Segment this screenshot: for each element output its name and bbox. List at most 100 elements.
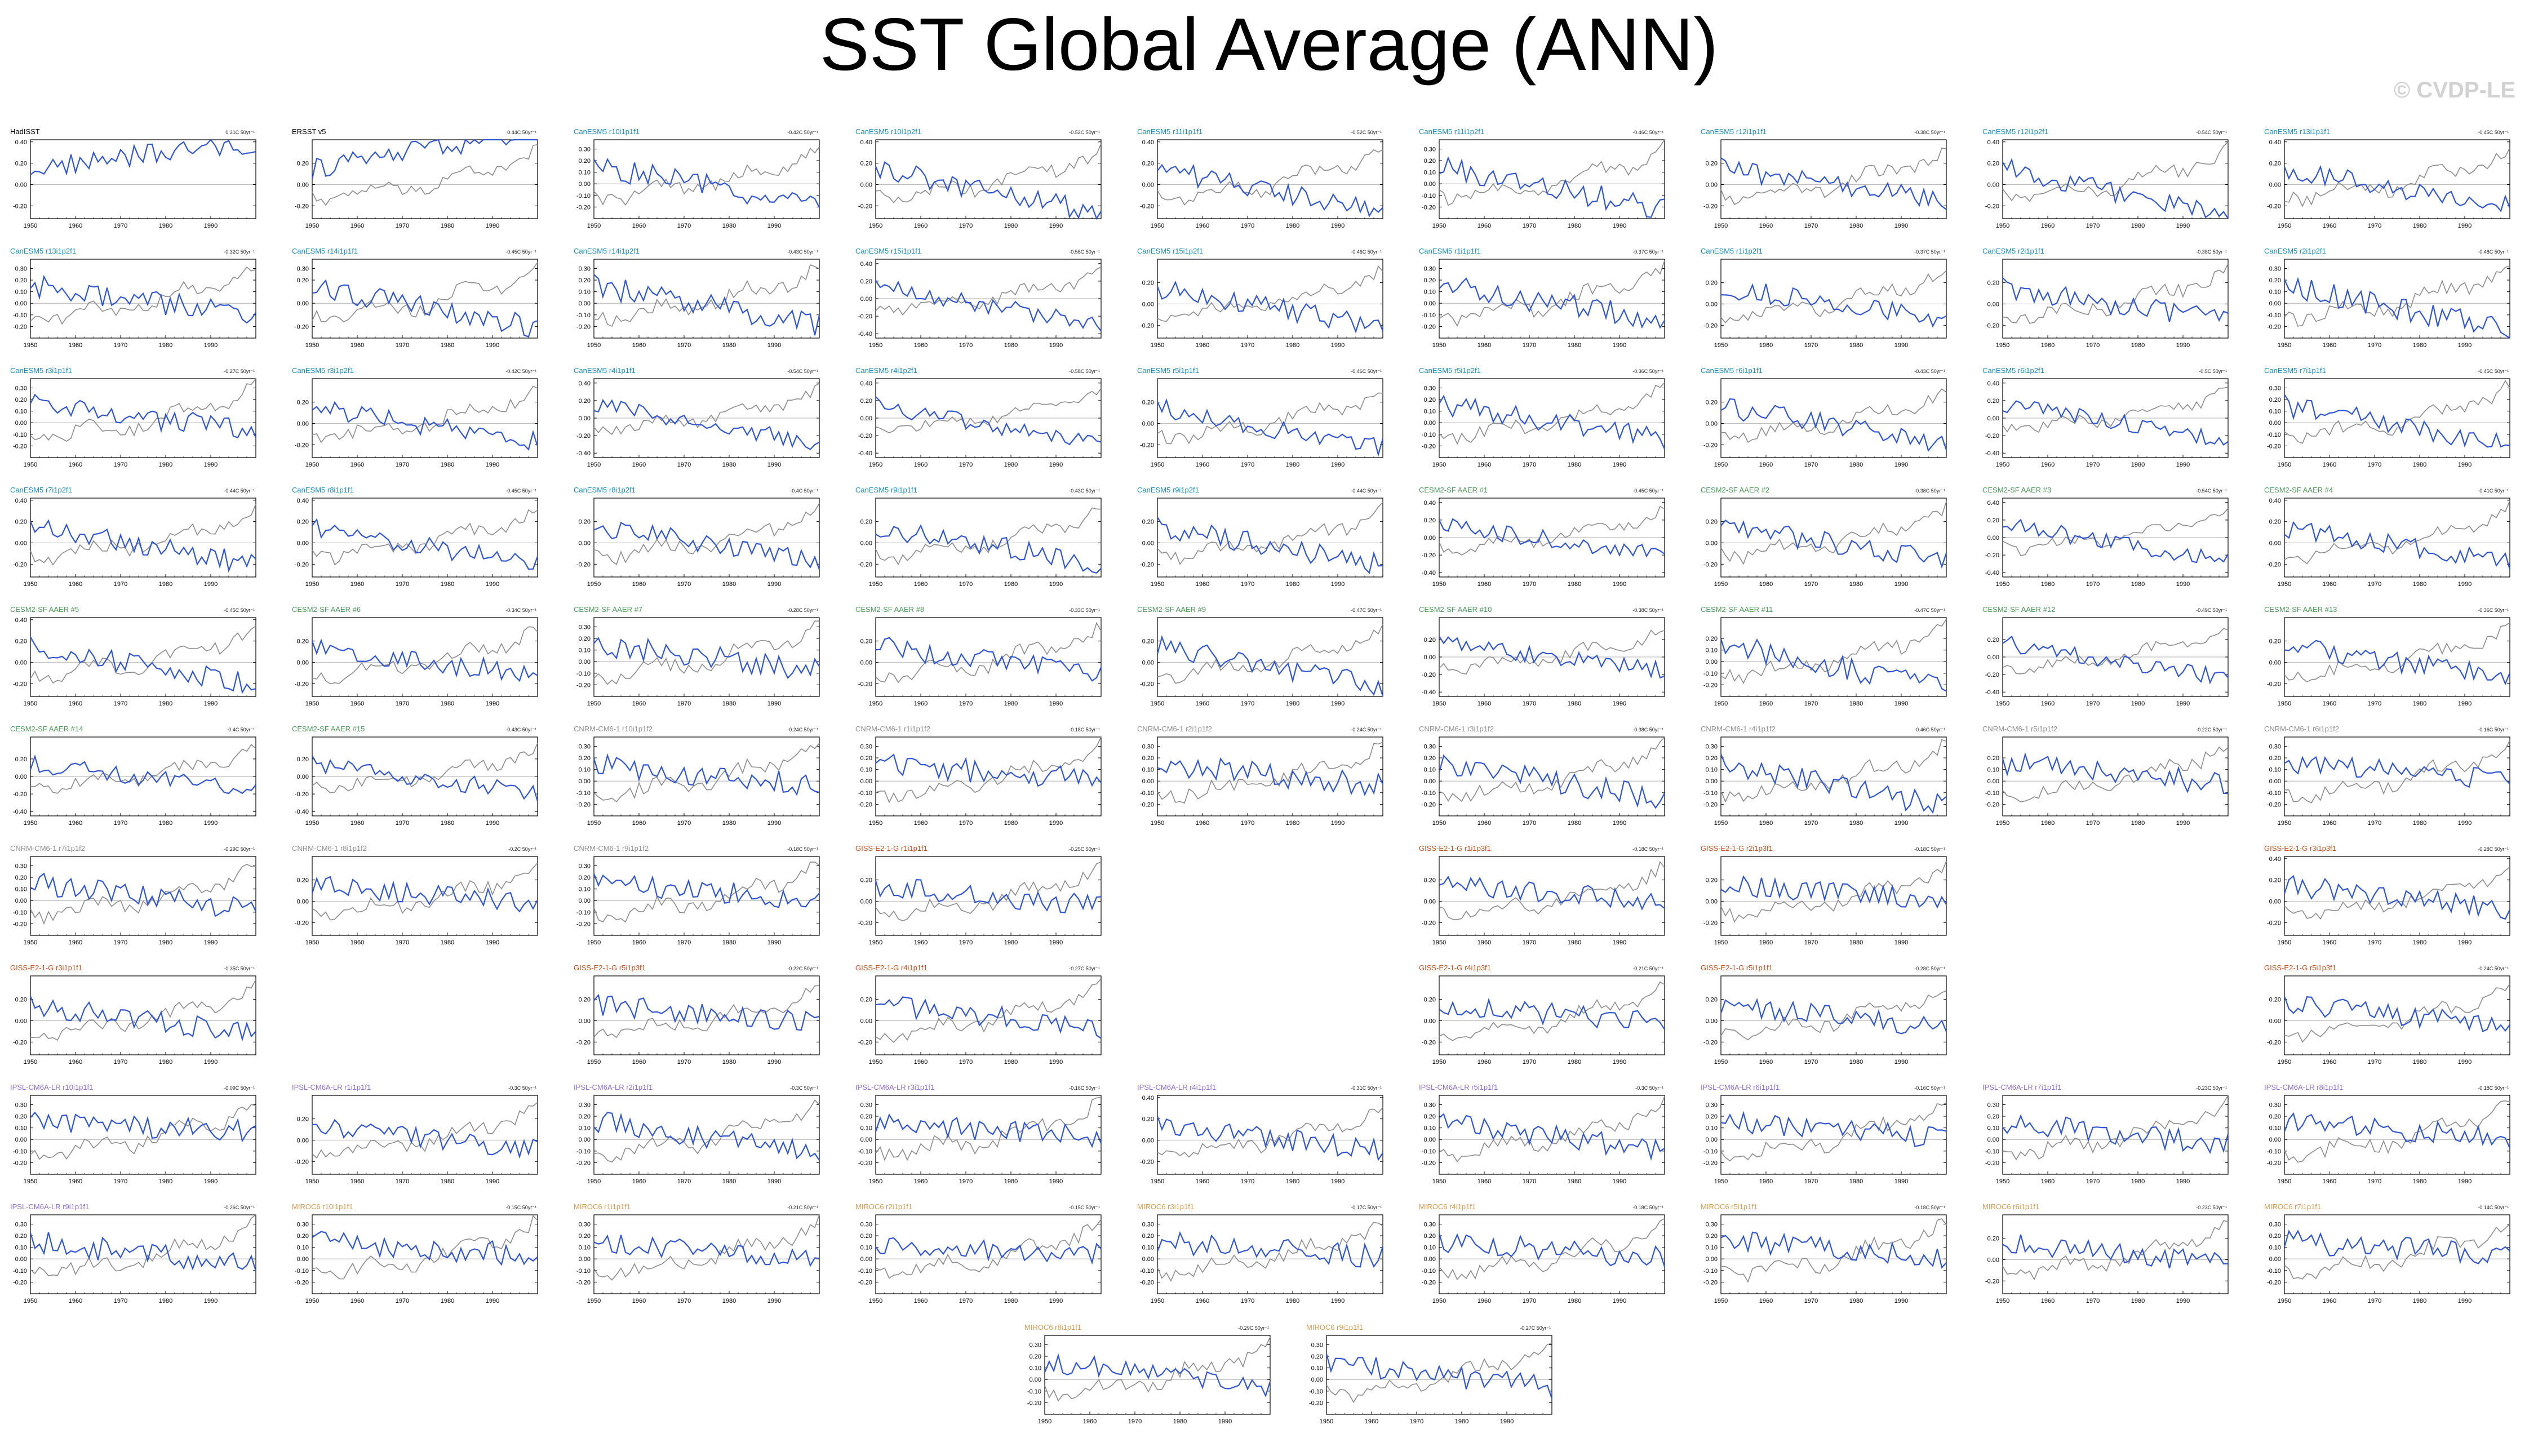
x-tick-label: 1950 <box>305 581 319 588</box>
y-tick-label: 0.20 <box>2269 519 2281 526</box>
y-tick-label: 0.20 <box>297 756 309 763</box>
trend-label: -0.46C 50yr⁻¹ <box>1351 369 1382 374</box>
y-tick-label: 0.00 <box>1142 420 1154 427</box>
x-tick-label: 1960 <box>350 223 364 229</box>
plot-frame <box>1157 1214 1383 1294</box>
x-tick-label: 1970 <box>396 461 409 468</box>
x-tick-label: 1970 <box>677 1059 691 1066</box>
x-tick-label: 1970 <box>1804 342 1818 349</box>
y-tick-label: 0.20 <box>1424 277 1436 284</box>
trend-label: -0.15C 50yr⁻¹ <box>1069 1205 1100 1210</box>
model-series-line <box>311 139 538 180</box>
x-tick-label: 1970 <box>1241 700 1254 707</box>
plot-frame <box>875 1214 1102 1294</box>
x-tick-label: 1960 <box>1759 1059 1773 1066</box>
plot-frame <box>1439 259 1665 339</box>
x-tick-label: 1980 <box>2413 1059 2426 1066</box>
y-tick-label: -0.20 <box>1703 801 1718 808</box>
y-tick-label: -0.20 <box>13 921 27 927</box>
x-tick-label: 1970 <box>1523 1178 1536 1185</box>
plot-frame <box>1157 378 1383 458</box>
y-tick-label: 0.10 <box>2269 409 2281 415</box>
y-tick-label: -0.10 <box>1422 193 1436 199</box>
panel-label: CNRM-CM6-1 r6i1p1f2 <box>2264 725 2339 733</box>
y-tick-label: 0.20 <box>860 877 872 884</box>
y-tick-label: 0.40 <box>860 261 872 268</box>
x-tick-label: 1970 <box>677 223 691 229</box>
x-tick-label: 1950 <box>1038 1418 1051 1425</box>
y-tick-label: 0.30 <box>579 1221 591 1228</box>
y-tick-label: 0.20 <box>1424 755 1436 762</box>
x-tick-label: 1970 <box>677 939 691 946</box>
x-tick-label: 1970 <box>677 700 691 707</box>
x-tick-label: 1970 <box>396 342 409 349</box>
x-tick-label: 1950 <box>305 939 319 946</box>
x-tick-label: 1970 <box>1241 820 1254 827</box>
x-tick-label: 1970 <box>959 581 973 588</box>
reference-series-line <box>593 862 820 923</box>
trend-label: -0.14C 50yr⁻¹ <box>2478 1205 2509 1210</box>
x-tick-label: 1960 <box>2041 1178 2055 1185</box>
trend-label: -0.18C 50yr⁻¹ <box>1632 846 1663 852</box>
model-series-line <box>2283 1229 2510 1264</box>
trend-label: -0.4C 50yr⁻¹ <box>227 727 255 733</box>
panel-label: CNRM-CM6-1 r1i1p1f2 <box>855 725 930 733</box>
plot-frame <box>593 259 820 339</box>
reference-series-line <box>30 864 256 925</box>
y-tick-label: -0.20 <box>1422 1279 1436 1286</box>
x-tick-label: 1980 <box>441 1178 454 1185</box>
reference-series-line <box>1439 505 1665 556</box>
reference-series-line <box>1439 629 1665 675</box>
y-tick-label: 0.20 <box>1987 517 1999 524</box>
y-tick-label: -0.20 <box>13 681 27 687</box>
y-tick-label: -0.20 <box>576 323 591 330</box>
x-tick-label: 1980 <box>2131 461 2145 468</box>
x-tick-label: 1950 <box>1714 581 1728 588</box>
panel-miroc6-r7i1p1f1: MIROC6 r7i1p1f1 -0.14C 50yr⁻¹ 0.30 0.20 0.10… <box>2264 1202 2510 1304</box>
y-tick-label: 0.00 <box>2269 420 2281 427</box>
trend-label: -0.45C 50yr⁻¹ <box>1632 488 1663 494</box>
x-tick-label: 1950 <box>1432 342 1446 349</box>
plot-frame <box>1439 975 1665 1055</box>
x-tick-label: 1980 <box>2131 1298 2145 1304</box>
watermark: © CVDP-LE <box>2393 78 2515 103</box>
model-series-line <box>2284 394 2510 448</box>
x-tick-label: 1980 <box>1286 1298 1299 1304</box>
x-tick-label: 1980 <box>722 342 736 349</box>
x-tick-label: 1990 <box>1613 820 1626 827</box>
reference-series-line <box>30 266 256 325</box>
y-tick-label: 0.00 <box>1142 659 1154 666</box>
model-series-line <box>1439 997 1665 1030</box>
x-tick-label: 1970 <box>1804 223 1818 229</box>
x-tick-label: 1970 <box>2086 700 2100 707</box>
plot-frame <box>1720 1095 1947 1175</box>
panel-label: CESM2-SF AAER #5 <box>10 605 79 614</box>
panel-label: CanESM5 r10i1p1f1 <box>574 127 640 136</box>
x-tick-label: 1980 <box>1568 223 1581 229</box>
y-tick-label: 0.20 <box>297 877 309 884</box>
panel-miroc6-r9i1p1f1: MIROC6 r9i1p1f1 -0.27C 50yr⁻¹ 0.30 0.20 0.10… <box>1306 1323 1553 1425</box>
reference-series-line <box>1720 619 1947 685</box>
x-tick-label: 1990 <box>2176 1298 2190 1304</box>
y-tick-label: 0.20 <box>579 1233 591 1240</box>
y-tick-label: -0.10 <box>2267 432 2281 438</box>
y-tick-label: 0.20 <box>860 755 872 762</box>
x-tick-label: 1970 <box>114 939 127 946</box>
x-tick-label: 1980 <box>1849 820 1863 827</box>
panel-label: IPSL-CM6A-LR r5i1p1f1 <box>1419 1083 1498 1091</box>
model-series-line <box>875 396 1102 446</box>
y-tick-label: 0.00 <box>1311 1377 1323 1383</box>
y-tick-label: -0.10 <box>1422 1268 1436 1275</box>
x-tick-label: 1960 <box>914 223 928 229</box>
y-tick-label: 0.40 <box>1987 380 1999 387</box>
x-tick-label: 1990 <box>1894 342 1908 349</box>
x-tick-label: 1960 <box>1365 1418 1378 1425</box>
trend-label: -0.49C 50yr⁻¹ <box>2196 607 2227 613</box>
y-tick-label: -0.10 <box>1422 1148 1436 1155</box>
y-tick-label: 0.00 <box>15 300 27 307</box>
x-tick-label: 1950 <box>1151 342 1164 349</box>
panel-cnrm-cm6-1-r2i1p1f2: CNRM-CM6-1 r2i1p1f2 -0.24C 50yr⁻¹ 0.30 0.20… <box>1137 725 1384 827</box>
y-tick-label: -0.10 <box>1309 1388 1323 1395</box>
y-tick-label: 0.20 <box>860 161 872 167</box>
panel-miroc6-r5i1p1f1: MIROC6 r5i1p1f1 -0.18C 50yr⁻¹ 0.30 0.20 0.10… <box>1701 1202 1947 1304</box>
